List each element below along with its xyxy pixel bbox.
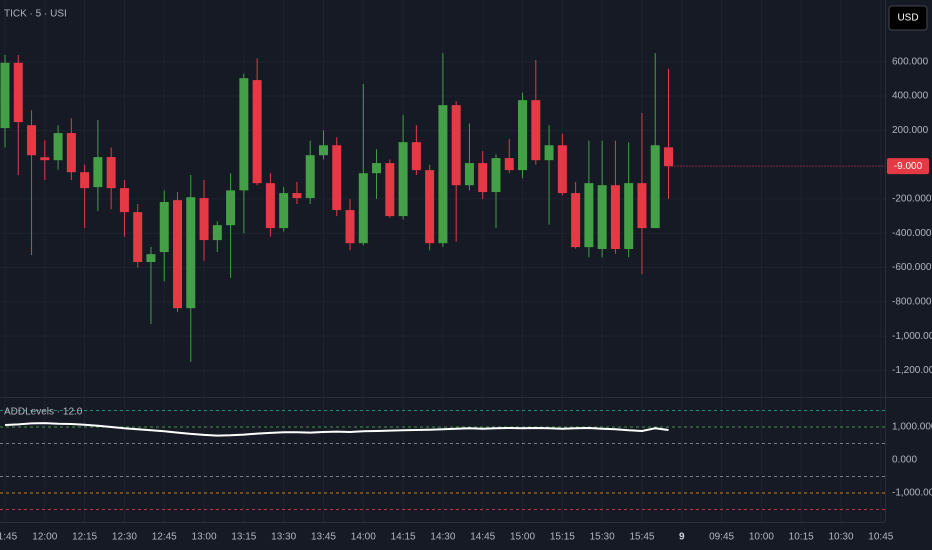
- candle-body: [518, 100, 528, 171]
- candle-body: [385, 163, 395, 217]
- x-tick-label: 14:30: [430, 532, 455, 543]
- candle-body: [159, 202, 169, 253]
- candle-body: [40, 157, 50, 161]
- candle-body: [27, 125, 37, 156]
- candle-body: [66, 133, 76, 173]
- candle-body: [597, 185, 607, 250]
- candle-body: [265, 183, 275, 229]
- candle-body: [624, 183, 634, 250]
- x-tick-label: 13:30: [271, 532, 296, 543]
- x-tick-label: 15:15: [550, 532, 575, 543]
- candle-body: [292, 193, 302, 199]
- candle-body: [239, 78, 249, 191]
- candle-body: [544, 145, 554, 161]
- candle-body: [0, 62, 10, 129]
- candle-body: [358, 173, 368, 244]
- candle-body: [650, 145, 660, 229]
- candle-body: [664, 147, 673, 167]
- candle-body: [212, 225, 222, 241]
- indicator-title: ADDLevels · 12.0: [4, 407, 83, 418]
- x-tick-label: 12:00: [32, 532, 57, 543]
- candle-body: [411, 142, 421, 171]
- candle-body: [199, 198, 209, 241]
- marks: [0, 53, 885, 510]
- y-tick-label: -200.000: [892, 194, 932, 205]
- x-tick-label: 12:30: [112, 532, 137, 543]
- y-tick-label: 600.000: [892, 56, 929, 67]
- candle-body: [93, 157, 103, 188]
- last-price-badge: [887, 158, 929, 175]
- candle-body: [425, 170, 435, 244]
- candle-body: [557, 145, 567, 194]
- candle-body: [13, 62, 23, 123]
- candle-body: [610, 185, 620, 250]
- candle-body: [571, 193, 581, 248]
- y-tick-label: 0.000: [892, 455, 917, 466]
- y-tick-label: -400.000: [892, 228, 932, 239]
- x-tick-label: 14:45: [470, 532, 495, 543]
- currency-button[interactable]: [888, 5, 928, 31]
- candle-body: [146, 254, 156, 263]
- x-tick-label: 14:15: [391, 532, 416, 543]
- candle-body: [53, 133, 63, 161]
- candle-body: [464, 163, 474, 186]
- candle-body: [451, 105, 461, 186]
- x-tick-label: 13:45: [311, 532, 336, 543]
- candle-body: [478, 163, 488, 193]
- candle-body: [318, 145, 328, 156]
- candle-body: [398, 142, 408, 217]
- candle-body: [438, 105, 448, 244]
- chart-title: TICK · 5 · USI: [4, 9, 67, 20]
- candle-body: [345, 210, 355, 244]
- x-tick-label: 14:00: [351, 532, 376, 543]
- x-tick-label: 11:45: [0, 532, 18, 543]
- candle-body: [637, 183, 647, 229]
- candle-body: [491, 158, 501, 193]
- y-tick-label: -600.000: [892, 262, 932, 273]
- candle-body: [226, 190, 236, 226]
- x-tick-label: 09:45: [709, 532, 734, 543]
- y-tick-label: -1,200.000: [892, 365, 932, 376]
- x-tick-label: 10:45: [868, 532, 893, 543]
- y-tick-label: 1,000.000: [892, 422, 932, 433]
- x-tick-label: 15:30: [590, 532, 615, 543]
- candle-body: [186, 197, 196, 309]
- x-tick-label: 10:15: [789, 532, 814, 543]
- x-tick-label: 12:45: [152, 532, 177, 543]
- x-tick-label: 9: [679, 532, 685, 543]
- candle-body: [173, 200, 183, 309]
- y-tick-label: 200.000: [892, 125, 929, 136]
- y-tick-label: -800.000: [892, 296, 932, 307]
- candle-body: [372, 163, 382, 174]
- candle-body: [584, 183, 594, 248]
- x-tick-label: 13:15: [231, 532, 256, 543]
- candle-body: [504, 158, 514, 171]
- x-tick-label: 10:30: [828, 532, 853, 543]
- y-tick-label: 400.000: [892, 91, 929, 102]
- y-tick-label: -1,000.000: [892, 488, 932, 499]
- x-tick-label: 15:00: [510, 532, 535, 543]
- candle-body: [279, 193, 289, 229]
- candle-body: [133, 212, 143, 263]
- currency-label[interactable]: USD: [897, 13, 918, 24]
- candle-body: [531, 100, 541, 161]
- x-tick-label: 12:15: [72, 532, 97, 543]
- indicator-line: [4, 422, 669, 437]
- candle-body: [80, 172, 90, 189]
- candle-body: [252, 80, 262, 184]
- last-price-label: -9.000: [894, 161, 923, 172]
- candle-body: [106, 157, 116, 189]
- candle-body: [305, 155, 315, 199]
- y-tick-label: -1,000.000: [892, 331, 932, 342]
- x-tick-label: 15:45: [629, 532, 654, 543]
- candle-body: [119, 188, 129, 213]
- x-tick-label: 10:00: [749, 532, 774, 543]
- candle-body: [332, 145, 342, 211]
- x-tick-label: 13:00: [192, 532, 217, 543]
